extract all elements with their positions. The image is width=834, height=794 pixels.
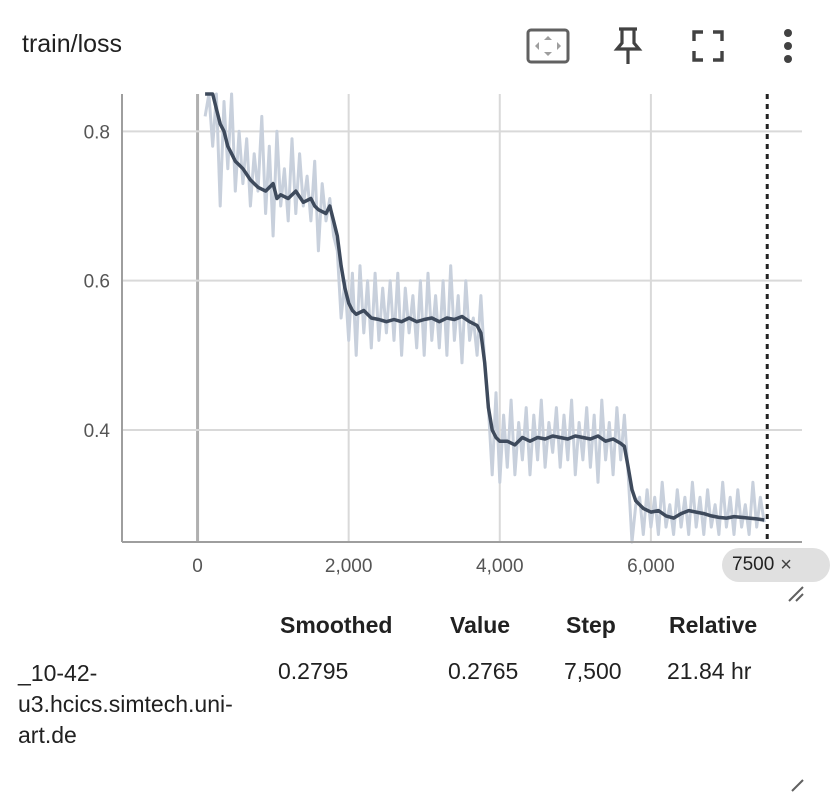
fit-domain-button[interactable]: [524, 24, 572, 68]
raw-value-line: [203, 92, 766, 544]
pin-button[interactable]: [604, 24, 652, 68]
y-tick-label: 0.6: [84, 272, 110, 293]
header-smoothed: Smoothed: [280, 612, 393, 638]
y-tick-label: 0.4: [84, 421, 111, 442]
table-resize-handle-icon[interactable]: [786, 774, 806, 794]
smoothed-series: [205, 92, 765, 522]
raw-series: [203, 92, 766, 544]
fullscreen-icon: [692, 30, 724, 62]
step-cursor-value: 7500: [732, 554, 775, 575]
axes: [121, 94, 802, 543]
fullscreen-button[interactable]: [684, 24, 732, 68]
x-tick-label: 6,000: [627, 556, 675, 577]
more-vert-icon: [784, 29, 792, 63]
card-toolbar: [520, 24, 820, 68]
cell-step: 7,500: [564, 658, 622, 684]
cell-smoothed: 0.2795: [278, 658, 349, 684]
x-tick-label: 4,000: [476, 556, 524, 577]
resize-handle-icon[interactable]: [786, 584, 806, 604]
run-name: _10-42- ​u3.hcics.simtech.uni- art.de: [18, 660, 233, 748]
close-icon[interactable]: ×: [780, 553, 792, 576]
x-tick-label: 2,000: [325, 556, 373, 577]
header-value: Value: [450, 612, 511, 638]
x-tick-label: 0: [192, 556, 203, 577]
grid: [122, 94, 802, 542]
step-cursor-badge[interactable]: 7500 ×: [722, 548, 830, 582]
header-relative: Relative: [669, 612, 758, 638]
loss-chart[interactable]: 0 2,000 4,000 6,000 0.4 0.6 0.8: [0, 80, 834, 580]
pin-icon: [613, 27, 643, 64]
tick-labels: 0 2,000 4,000 6,000 0.4 0.6 0.8: [84, 122, 675, 577]
header-step: Step: [566, 612, 616, 638]
smoothed-value-line: [205, 92, 765, 522]
more-options-button[interactable]: [764, 24, 812, 68]
card-title: train/loss: [22, 30, 123, 58]
fit-to-data-icon: [526, 28, 570, 64]
cell-relative: 21.84 hr: [667, 658, 752, 684]
y-tick-label: 0.8: [84, 122, 110, 143]
cell-value: 0.2765: [448, 658, 519, 684]
